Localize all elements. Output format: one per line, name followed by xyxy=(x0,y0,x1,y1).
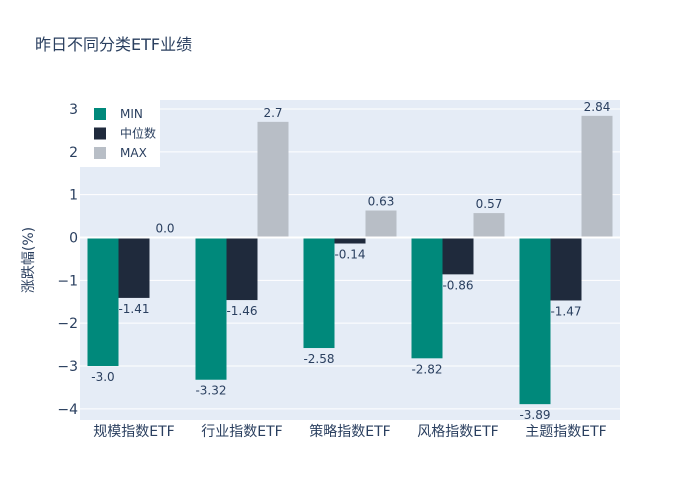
bar-value-label: -3.32 xyxy=(195,384,226,398)
x-tick-label: 主题指数ETF xyxy=(525,424,606,440)
bar-value-label: -3.89 xyxy=(519,408,550,422)
bar-value-label: -0.86 xyxy=(442,278,473,292)
y-tick-label: 3 xyxy=(69,102,78,118)
chart-title: 昨日不同分类ETF业绩 xyxy=(35,35,192,54)
bar-value-label: -3.0 xyxy=(91,370,114,384)
legend-background xyxy=(80,100,160,167)
bar xyxy=(303,237,335,349)
x-tick-label: 行业指数ETF xyxy=(201,424,282,440)
bar xyxy=(87,237,119,367)
grid-lines xyxy=(80,108,620,410)
y-tick-label: 1 xyxy=(69,188,78,204)
legend-swatch xyxy=(94,108,106,120)
legend-swatch xyxy=(94,127,106,140)
y-tick-label: −1 xyxy=(57,273,78,289)
legend-label: MAX xyxy=(120,146,147,160)
x-tick-label: 策略指数ETF xyxy=(309,423,390,440)
bar xyxy=(442,237,474,275)
bar-value-label: 2.84 xyxy=(584,100,611,114)
legend: MIN 中位数 MAX xyxy=(80,100,160,167)
y-axis-title: 涨跌幅(%) xyxy=(21,227,37,293)
bar-value-label: 0.63 xyxy=(368,195,395,209)
legend-swatch xyxy=(94,147,106,159)
bar-value-label: -2.82 xyxy=(411,362,442,376)
bar-value-label: 2.7 xyxy=(263,106,282,120)
bar-value-label: 0.0 xyxy=(155,222,174,236)
bar xyxy=(519,237,551,405)
bar xyxy=(473,213,505,238)
y-tick-label: −2 xyxy=(57,316,78,332)
bar-value-label: 0.57 xyxy=(476,197,503,211)
y-tick-label: 0 xyxy=(69,231,78,247)
y-tick-label: 2 xyxy=(69,145,78,161)
bar xyxy=(195,237,227,380)
bar-labels-group: -3.0 -1.41 0.0 -3.32 -1.46 2.7 -2.58 -0.14 0.63 -… xyxy=(91,100,610,422)
bar-value-label: -1.41 xyxy=(118,302,149,316)
bar xyxy=(334,237,366,244)
bar xyxy=(257,121,289,238)
legend-label: MIN xyxy=(120,107,143,121)
y-axis-ticks: −4 −3 −2 −1 0 1 2 3 xyxy=(57,102,78,418)
bars-group xyxy=(87,115,613,405)
bar-value-label: -2.58 xyxy=(303,352,334,366)
bar xyxy=(550,237,582,301)
bar xyxy=(118,237,150,298)
bar-value-label: -0.14 xyxy=(334,248,365,262)
bar-value-label: -1.47 xyxy=(550,304,581,318)
x-tick-label: 风格指数ETF xyxy=(417,424,498,440)
y-tick-label: −4 xyxy=(57,402,78,418)
bar-value-label: -1.46 xyxy=(226,304,257,318)
y-tick-label: −3 xyxy=(57,359,78,375)
bar xyxy=(226,237,258,301)
bar xyxy=(411,237,443,359)
x-axis-ticks: 规模指数ETF 行业指数ETF 策略指数ETF 风格指数ETF 主题指数ETF xyxy=(93,423,606,440)
bar xyxy=(581,115,613,238)
legend-label: 中位数 xyxy=(120,126,156,141)
bar xyxy=(365,210,397,238)
x-tick-label: 规模指数ETF xyxy=(93,424,174,440)
